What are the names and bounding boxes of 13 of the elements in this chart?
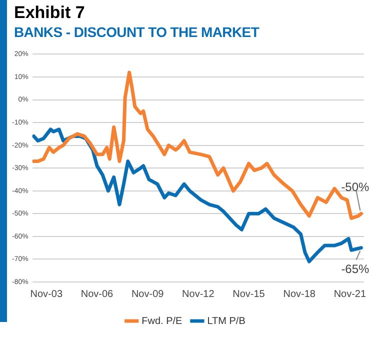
legend-label: Fwd. P/E xyxy=(142,316,183,327)
x-tick-label: Nov-12 xyxy=(182,288,215,300)
x-tick-label: Nov-18 xyxy=(283,288,316,300)
x-tick-label: Nov-21 xyxy=(334,288,366,300)
x-tick-label: Nov-03 xyxy=(30,288,63,300)
x-tick-label: Nov-06 xyxy=(80,288,114,300)
chart-subtitle: BANKS - DISCOUNT TO THE MARKET xyxy=(14,24,260,40)
legend-label: LTM P/B xyxy=(207,316,246,327)
x-tick-label: Nov-09 xyxy=(131,288,164,300)
annotation: -50% xyxy=(341,180,370,194)
annotation: -65% xyxy=(341,262,370,276)
chart-title: Exhibit 7 xyxy=(14,3,85,23)
x-tick-label: Nov-15 xyxy=(232,288,266,300)
